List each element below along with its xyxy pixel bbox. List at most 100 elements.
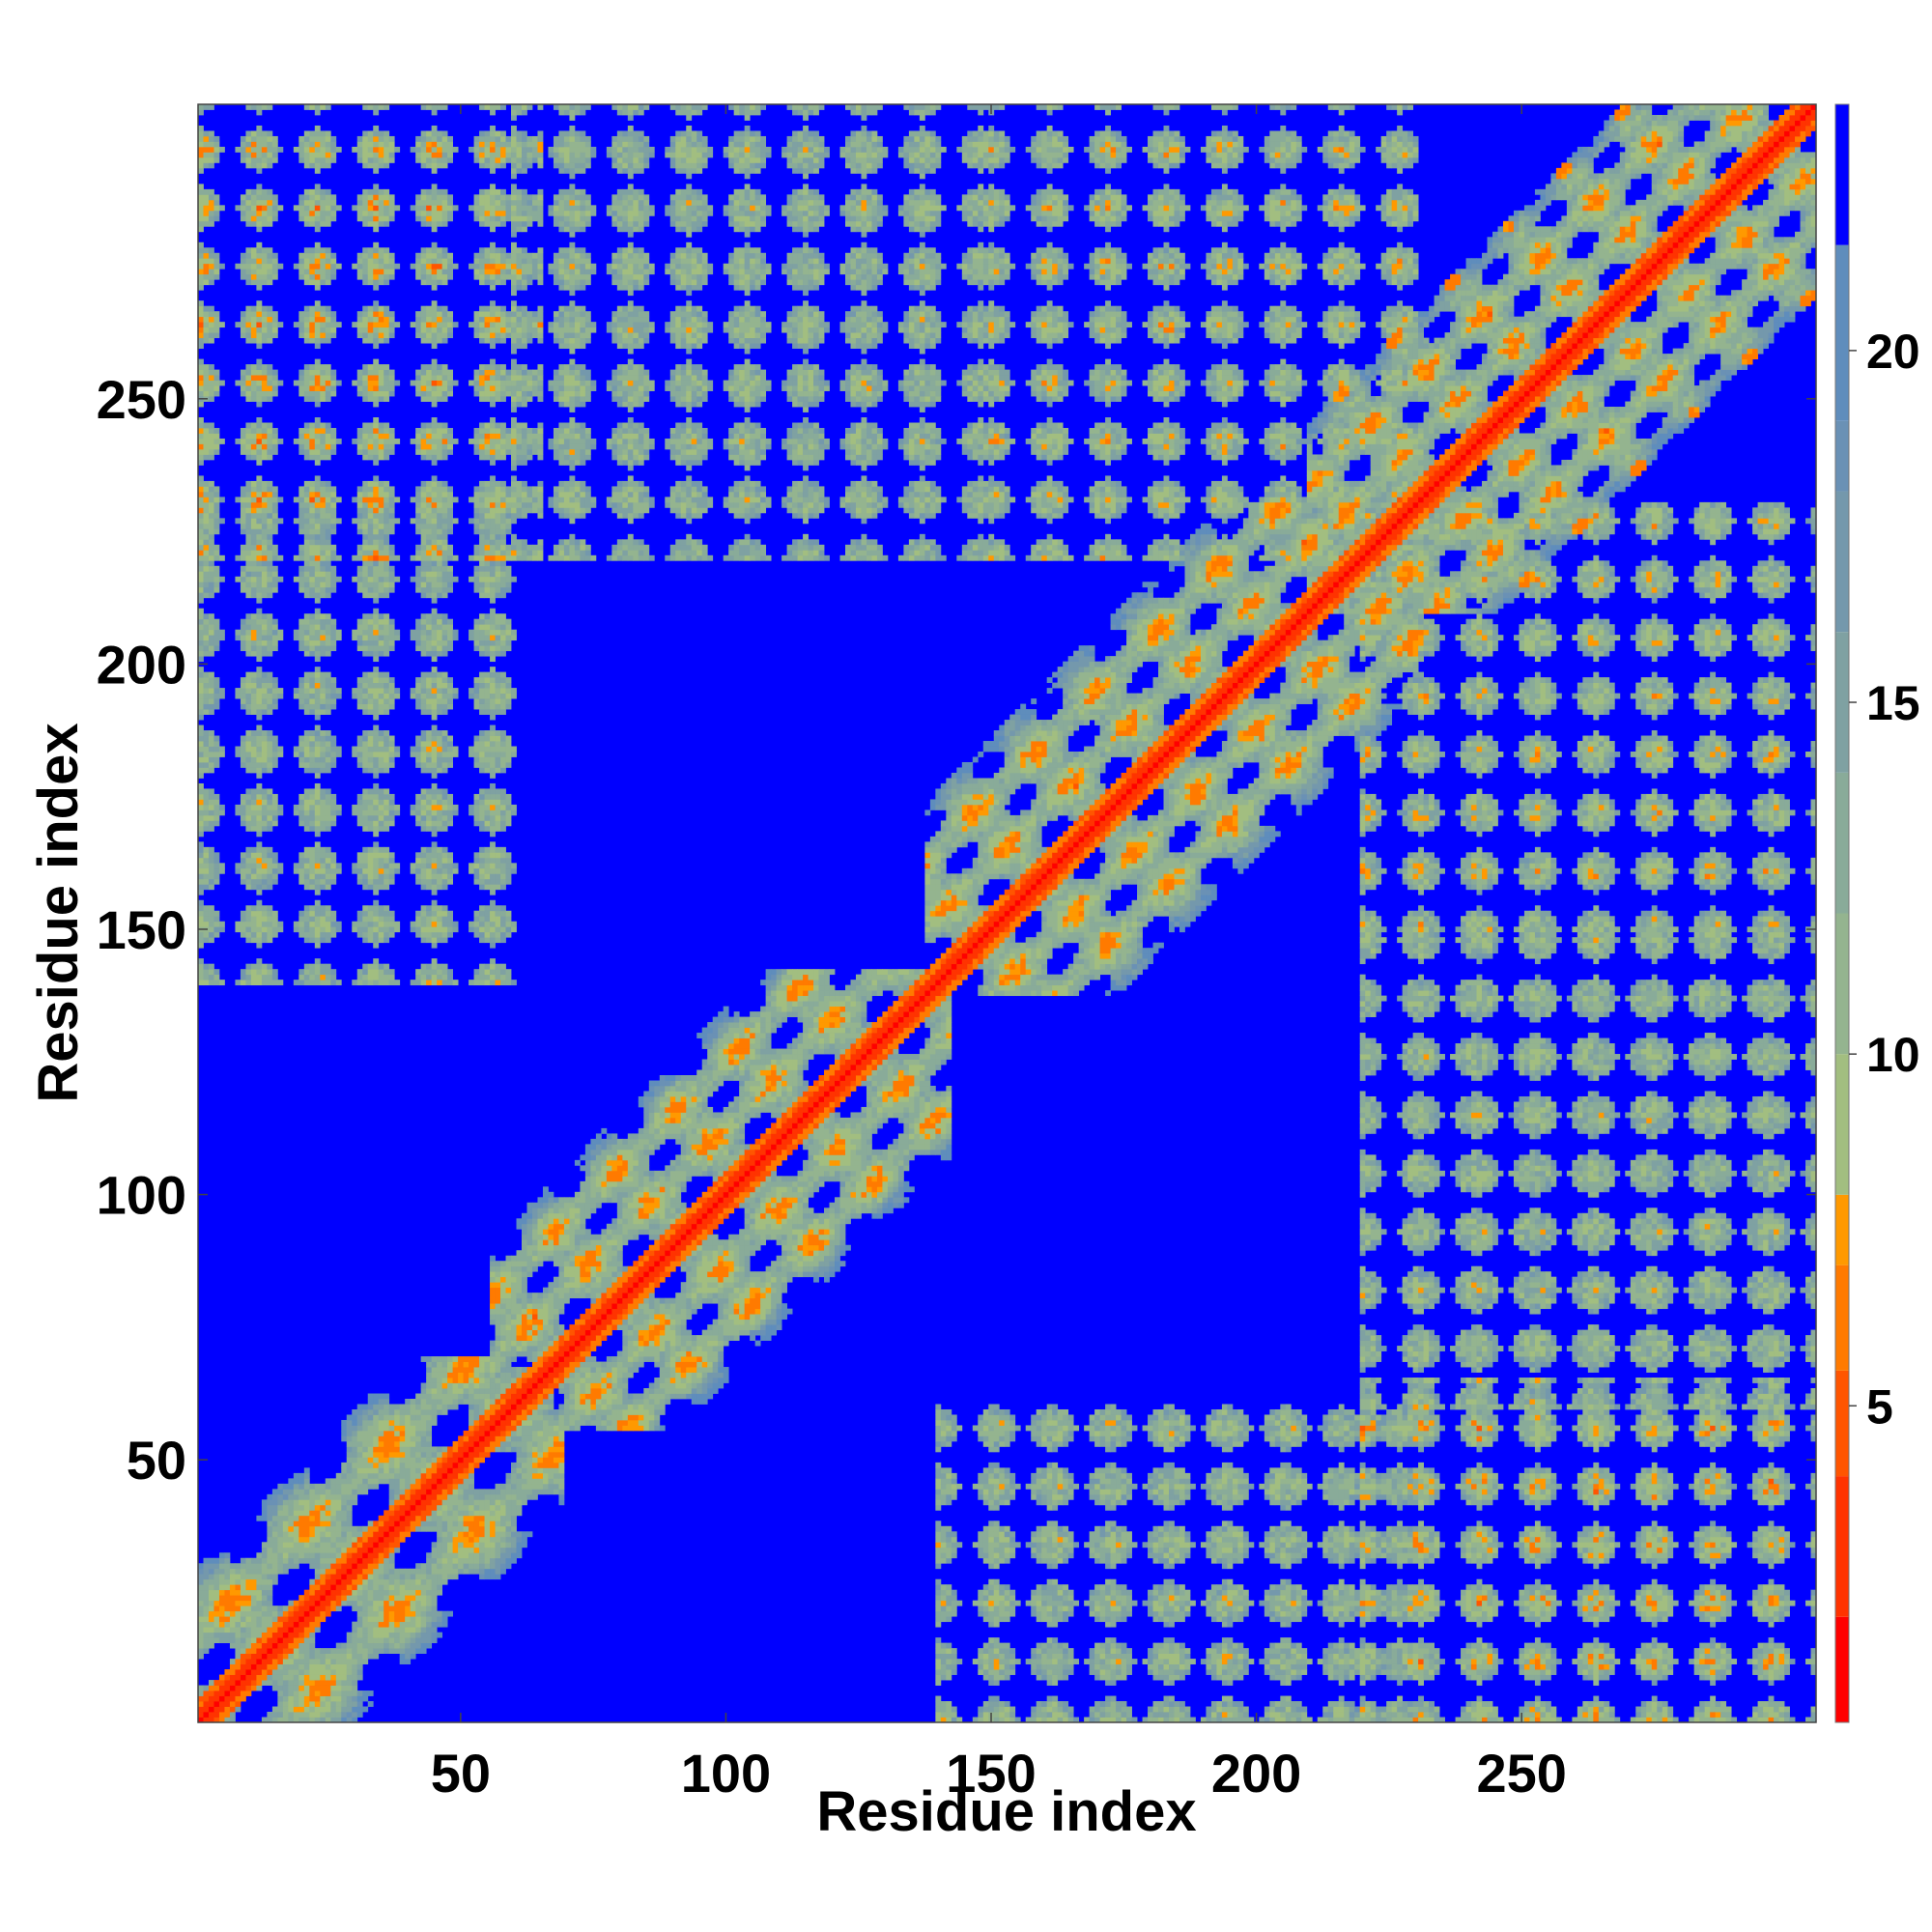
heatmap-cell [315,1574,321,1579]
heatmap-cell [352,926,357,932]
heatmap-cell [405,1648,411,1654]
heatmap-cell [245,396,251,402]
heatmap-cell [379,1446,384,1452]
heatmap-cell [277,1654,283,1660]
heatmap-cell [362,884,368,890]
heatmap-cell [277,518,283,524]
heatmap-cell [267,736,272,742]
heatmap-cell [309,104,315,110]
heatmap-cell [362,306,368,312]
heatmap-cell [373,799,379,805]
heatmap-cell [309,694,315,699]
heatmap-cell [198,1643,204,1649]
heatmap-cell [421,1595,427,1601]
heatmap-cell [320,645,326,651]
heatmap-cell [267,747,272,753]
heatmap-cell [320,332,326,338]
heatmap-cell [373,730,379,736]
heatmap-cell [368,513,374,519]
heatmap-cell [362,375,368,381]
heatmap-cell [389,587,395,593]
heatmap-cell [288,1526,294,1532]
heatmap-cell [198,147,204,153]
heatmap-cell [262,677,268,683]
heatmap-cell [245,852,251,858]
heatmap-cell [224,1696,230,1702]
heatmap-cell [379,1478,384,1484]
heatmap-cell [384,157,389,163]
heatmap-cell [426,147,432,153]
heatmap-cell [304,253,310,259]
heatmap-cell [304,964,310,970]
heatmap-cell [277,747,283,753]
heatmap-cell [213,1569,219,1575]
heatmap-cell [294,1601,299,1606]
heatmap-cell [357,810,363,815]
heatmap-cell [203,922,209,927]
heatmap-cell [373,826,379,832]
heatmap-cell [267,211,272,216]
heatmap-cell [411,1425,416,1431]
heatmap-cell [368,205,374,211]
heatmap-cell [421,1404,427,1409]
heatmap-cell [251,454,257,460]
heatmap-cell [384,215,389,221]
heatmap-cell [357,385,363,391]
heatmap-cell [267,370,272,376]
heatmap-cell [373,1643,379,1649]
heatmap-cell [309,863,315,868]
heatmap-cell [256,730,262,736]
heatmap-cell [277,1558,283,1564]
heatmap-cell [421,1478,427,1484]
heatmap-cell [405,1633,411,1638]
heatmap-cell [277,1675,283,1681]
heatmap-cell [426,1643,432,1649]
heatmap-cell [330,375,336,381]
heatmap-cell [262,788,268,794]
heatmap-cell [373,943,379,949]
heatmap-cell [320,630,326,636]
heatmap-cell [272,147,278,153]
heatmap-cell [304,1489,310,1494]
heatmap-cell [224,1584,230,1590]
heatmap-cell [272,428,278,434]
heatmap-cell [352,1605,357,1611]
heatmap-cell [209,852,214,858]
heatmap-cell [298,1531,304,1537]
heatmap-cell [368,433,374,439]
heatmap-cell [304,577,310,582]
heatmap-cell [272,1548,278,1553]
heatmap-cell [315,571,321,577]
heatmap-cell [411,1584,416,1590]
heatmap-cell [213,879,219,885]
heatmap-cell [341,1520,347,1526]
heatmap-cell [251,762,257,768]
heatmap-cell [267,975,272,980]
heatmap-cell [309,518,315,524]
heatmap-cell [262,1552,268,1558]
heatmap-cell [421,1467,427,1473]
heatmap-cell [368,788,374,794]
heatmap-cell [357,1409,363,1415]
heatmap-cell [203,868,209,874]
heatmap-cell [304,539,310,545]
heatmap-cell [357,550,363,555]
heatmap-cell [241,747,246,753]
heatmap-cell [415,635,421,640]
heatmap-cell [357,1701,363,1707]
heatmap-cell [357,1463,363,1468]
heatmap-cell [394,1489,400,1494]
heatmap-cell [262,370,268,376]
heatmap-cell [389,550,395,555]
heatmap-cell [272,1537,278,1543]
heatmap-cell [357,1484,363,1490]
heatmap-cell [309,317,315,323]
heatmap-cell [304,640,310,646]
heatmap-cell [198,672,204,678]
heatmap-cell [309,497,315,502]
heatmap-cell [389,1601,395,1606]
heatmap-cell [267,322,272,327]
heatmap-cell [267,794,272,800]
heatmap-cell [411,1409,416,1415]
heatmap-cell [267,311,272,317]
